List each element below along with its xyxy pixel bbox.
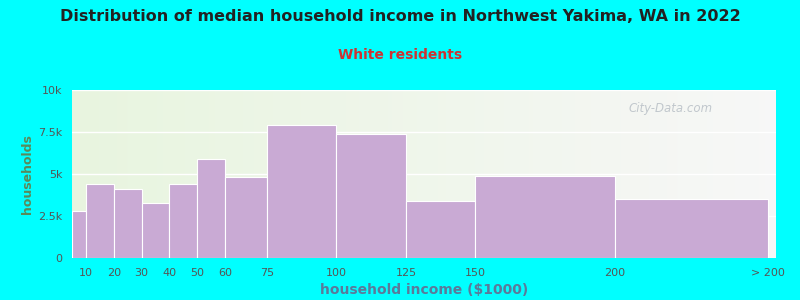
Bar [614, 199, 768, 258]
X-axis label: household income ($1000): household income ($1000) [320, 283, 528, 297]
Bar [198, 159, 225, 258]
Bar [266, 125, 336, 258]
Bar [170, 184, 198, 258]
Bar [336, 134, 406, 258]
Y-axis label: households: households [21, 134, 34, 214]
Bar [72, 211, 86, 258]
Text: White residents: White residents [338, 48, 462, 62]
Bar [86, 184, 114, 258]
Bar [142, 202, 170, 258]
Text: City-Data.com: City-Data.com [628, 102, 712, 115]
Bar [225, 177, 266, 258]
Bar [114, 189, 142, 258]
Bar [406, 201, 475, 258]
Bar [475, 176, 614, 258]
Text: Distribution of median household income in Northwest Yakima, WA in 2022: Distribution of median household income … [60, 9, 740, 24]
